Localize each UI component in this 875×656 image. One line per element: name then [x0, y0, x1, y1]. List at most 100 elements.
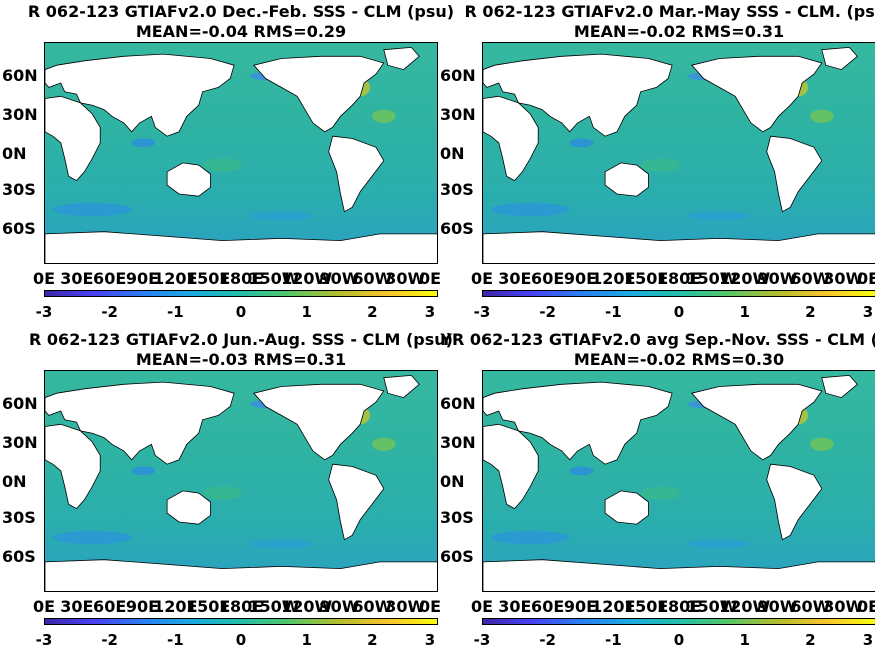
anomaly-patch: [810, 437, 834, 451]
colorbar-tick-label: -1: [604, 303, 622, 321]
sss-anomaly-map: [45, 371, 437, 591]
colorbar-tick-label: 1: [301, 631, 312, 649]
lat-tick-label: 60S: [440, 219, 474, 238]
colorbar: [44, 290, 438, 297]
lon-tick-label: 60E: [93, 269, 127, 288]
colorbar-tick-label: -1: [166, 303, 184, 321]
lon-tick-label: 90E: [563, 269, 598, 288]
land-mass: [45, 231, 437, 263]
map-frame: [482, 42, 875, 264]
lon-tick-label: 30W: [385, 597, 426, 616]
colorbar-tick-label: 3: [862, 303, 874, 321]
lon-tick-label: 60W: [790, 269, 831, 288]
land-mass: [691, 55, 823, 133]
colorbar-tick-label: 2: [805, 631, 816, 649]
lon-tick-label: 0E: [418, 597, 442, 616]
land-mass: [766, 135, 823, 213]
land-mass: [45, 381, 235, 465]
colorbar-tick-label: 3: [424, 303, 436, 321]
lon-tick-label: 120W: [281, 269, 333, 288]
lat-tick-label: 0N: [2, 472, 27, 491]
lon-tick-label: 150E: [623, 597, 669, 616]
lon-tick-label: 120E: [591, 597, 636, 616]
lon-tick-label: 0E: [32, 597, 56, 616]
lon-tick-label: 120W: [281, 597, 333, 616]
anomaly-patch: [687, 211, 751, 221]
colorbar-tick-label: 3: [862, 631, 874, 649]
colorbar-tick-label: 3: [424, 631, 436, 649]
land-mass: [483, 381, 673, 465]
land-mass: [383, 46, 420, 71]
lon-tick-label: 120E: [153, 597, 198, 616]
lat-tick-label: 60S: [2, 219, 36, 238]
lat-tick-label: 0N: [440, 472, 465, 491]
lon-tick-label: 60E: [531, 269, 565, 288]
land-mass: [821, 374, 858, 399]
map-frame: [44, 370, 438, 592]
lon-tick-label: 150E: [623, 269, 669, 288]
sss-anomaly-map: [45, 43, 437, 263]
colorbar-tick-label: -2: [539, 631, 556, 649]
anomaly-patch: [569, 466, 594, 476]
colorbar-tick-label: -3: [35, 303, 53, 321]
lat-tick-label: 30S: [440, 508, 474, 527]
land-mass: [483, 423, 539, 510]
sss-anomaly-map: [483, 43, 875, 263]
land-mass: [483, 95, 539, 182]
lon-tick-label: 0E: [856, 269, 875, 288]
lon-tick-label: 120W: [719, 269, 771, 288]
land-mass: [383, 374, 420, 399]
anomaly-patch: [687, 539, 751, 549]
lat-tick-label: 30S: [2, 508, 36, 527]
land-mass: [483, 231, 875, 263]
lon-tick-label: 60W: [352, 269, 393, 288]
land-mass: [45, 559, 437, 591]
sss-anomaly-map: [483, 371, 875, 591]
lon-tick-label: 180E: [656, 597, 702, 616]
lon-tick-label: 60E: [531, 597, 565, 616]
lon-tick-label: 30E: [498, 597, 532, 616]
land-mass: [328, 135, 385, 213]
anomaly-patch: [52, 202, 132, 217]
anomaly-patch: [569, 138, 594, 148]
lon-tick-label: 30W: [823, 269, 864, 288]
lon-tick-label: 90W: [319, 597, 360, 616]
map-title: YR 062-123 GTIAFv2.0 avg Sep.-Nov. SSS -…: [440, 330, 875, 349]
anomaly-patch: [131, 466, 156, 476]
map-title: R 062-123 GTIAFv2.0 Jun.-Aug. SSS - CLM …: [29, 330, 453, 349]
lon-tick-label: 120E: [153, 269, 198, 288]
lon-tick-label: 30W: [385, 269, 426, 288]
lat-tick-label: 60N: [440, 394, 476, 413]
colorbar-tick-label: -3: [473, 631, 491, 649]
map-stats: MEAN=-0.03 RMS=0.31: [135, 350, 347, 369]
land-mass: [604, 490, 649, 525]
lat-tick-label: 30S: [2, 180, 36, 199]
anomaly-patch: [640, 158, 680, 172]
map-panel-djf: R 062-123 GTIAFv2.0 Dec.-Feb. SSS - CLM …: [0, 0, 454, 328]
lat-tick-label: 0N: [2, 144, 27, 163]
lon-tick-label: 0E: [32, 269, 56, 288]
lon-tick-label: 90E: [125, 597, 160, 616]
colorbar-tick-label: 0: [235, 303, 247, 321]
land-mass: [45, 423, 101, 510]
land-mass: [328, 463, 385, 541]
lon-tick-label: 150W: [248, 269, 300, 288]
lon-tick-label: 150W: [686, 269, 738, 288]
map-frame: [44, 42, 438, 264]
map-stats: MEAN=-0.02 RMS=0.31: [573, 22, 785, 41]
anomaly-patch: [131, 138, 156, 148]
colorbar: [482, 618, 875, 625]
land-mass: [45, 95, 101, 182]
land-mass: [45, 53, 235, 137]
colorbar-tick-label: -3: [473, 303, 491, 321]
anomaly-patch: [490, 202, 570, 217]
lat-tick-label: 30S: [440, 180, 474, 199]
lon-tick-label: 0E: [470, 269, 494, 288]
colorbar-tick-label: 2: [367, 303, 378, 321]
lat-tick-label: 30N: [2, 105, 38, 124]
colorbar: [44, 618, 438, 625]
map-frame: [482, 370, 875, 592]
anomaly-patch: [202, 158, 242, 172]
lat-tick-label: 60N: [2, 394, 38, 413]
anomaly-patch: [249, 211, 313, 221]
